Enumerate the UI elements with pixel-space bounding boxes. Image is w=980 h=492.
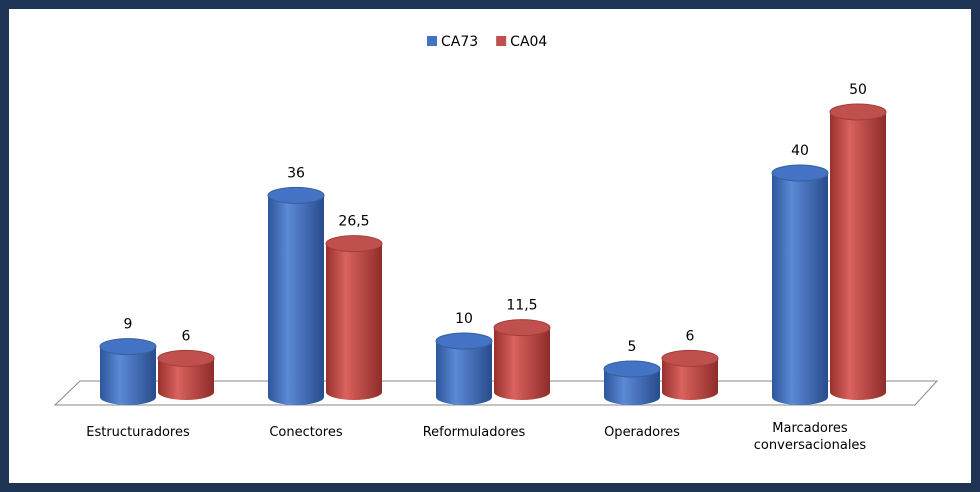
bar-top (603, 360, 661, 378)
legend-label: CA04 (510, 34, 547, 50)
x-tick-label: Operadores (604, 425, 680, 440)
bar (158, 358, 214, 400)
bar-top (493, 319, 551, 337)
x-tick-label: Marcadores conversacionales (753, 421, 867, 453)
bar (772, 173, 828, 405)
data-label: 5 (628, 339, 637, 355)
legend-label: CA73 (441, 34, 478, 50)
data-label: 6 (182, 328, 191, 344)
data-label: 9 (124, 317, 133, 333)
bar (436, 341, 492, 405)
data-label: 11,5 (506, 298, 537, 314)
legend-swatch (427, 36, 437, 46)
bar-top (99, 338, 157, 356)
data-label: 26,5 (338, 214, 369, 230)
bar-top (771, 164, 829, 182)
bar-top (661, 349, 719, 367)
legend-swatch (496, 36, 507, 46)
bar-top (267, 186, 325, 204)
bar (494, 327, 550, 400)
bar (662, 358, 718, 400)
bar (100, 346, 156, 405)
data-label: 50 (849, 82, 867, 98)
bar (326, 243, 382, 400)
bar (268, 195, 324, 405)
x-tick-label: Conectores (269, 425, 343, 440)
data-label: 36 (287, 165, 305, 181)
bar-top (829, 103, 887, 121)
x-tick-label: Estructuradores (86, 425, 190, 440)
bar-top (435, 332, 493, 350)
data-label: 40 (791, 143, 809, 159)
bar (604, 369, 660, 405)
bar (830, 112, 886, 400)
data-label: 10 (455, 311, 473, 327)
bar-top (325, 235, 383, 253)
data-label: 6 (686, 328, 695, 344)
bar-top (157, 349, 215, 367)
x-tick-label: Reformuladores (422, 425, 526, 440)
